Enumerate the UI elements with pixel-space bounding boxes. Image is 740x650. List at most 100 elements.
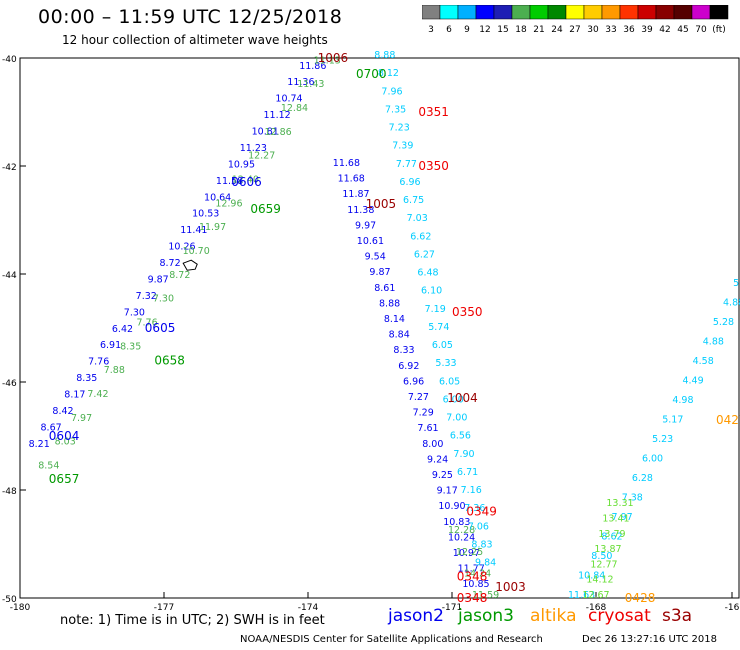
lat-tick-label: -42 xyxy=(2,163,17,173)
wave-height-value: 7.03 xyxy=(407,213,428,224)
wave-height-value: 10.85 xyxy=(462,579,489,590)
wave-height-value: 9.17 xyxy=(437,486,458,497)
wave-height-value: 11.87 xyxy=(342,189,369,200)
wave-height-value: 7.97 xyxy=(71,413,92,424)
wave-height-value: 7.39 xyxy=(392,141,413,152)
wave-height-value: 9.54 xyxy=(365,252,386,263)
wave-height-value: 9.87 xyxy=(369,267,390,278)
wave-height-value: 7.35 xyxy=(385,104,406,115)
wave-height-value: 13.31 xyxy=(606,498,633,509)
wave-height-value: 9.97 xyxy=(355,220,376,231)
wave-height-value: 10.64 xyxy=(204,192,231,203)
wave-height-value: 11.68 xyxy=(333,158,360,169)
lon-tick-label: -177 xyxy=(154,603,174,613)
wave-height-value: 6.96 xyxy=(399,177,420,188)
wave-height-value: 8.72 xyxy=(169,270,190,281)
wave-height-value: 5.28 xyxy=(713,317,734,328)
wave-height-value: 11.77 xyxy=(458,564,485,575)
wave-height-value: 8.84 xyxy=(389,330,410,341)
satellite-jason2: jason2 xyxy=(388,606,444,626)
wave-height-value: 10.95 xyxy=(228,159,255,170)
wave-height-value: 8.83 xyxy=(471,539,492,550)
wave-height-value: 7.23 xyxy=(389,123,410,134)
wave-height-value: 10.70 xyxy=(183,246,210,257)
wave-height-value: 5.11 xyxy=(733,278,740,289)
wave-height-value: 14.24 xyxy=(464,568,491,579)
wave-height-value: 6.96 xyxy=(403,376,424,387)
wave-height-value: 11.68 xyxy=(338,174,365,185)
legend-label: 15 xyxy=(497,25,508,35)
lon-tick-label: -16 xyxy=(725,603,740,613)
lat-tick-label: -40 xyxy=(2,55,17,65)
legend-label: 42 xyxy=(659,25,670,35)
wave-height-value: 7.61 xyxy=(417,423,438,434)
lat-tick-label: -44 xyxy=(2,271,17,281)
wave-height-value: 10.81 xyxy=(252,127,279,138)
island-outline xyxy=(182,259,198,271)
wave-height-value: 8.88 xyxy=(374,50,395,61)
footnote: note: 1) Time is in UTC; 2) SWH is in fe… xyxy=(60,613,325,628)
wave-height-value: 10.83 xyxy=(443,517,470,528)
wave-height-value: 6.27 xyxy=(414,249,435,260)
wave-height-value: 8.33 xyxy=(393,345,414,356)
wave-height-value: 10.24 xyxy=(448,532,475,543)
wave-height-value: 7.90 xyxy=(453,449,474,460)
wave-height-value: 7.76 xyxy=(88,357,109,368)
wave-height-value: 7.19 xyxy=(425,304,446,315)
wave-height-value: 7.88 xyxy=(104,365,125,376)
wave-height-value: 7.06 xyxy=(468,521,489,532)
wave-height-value: 8.42 xyxy=(52,406,73,417)
wave-height-value: 11.12 xyxy=(264,110,291,121)
wave-height-value: 11.63 xyxy=(568,590,595,601)
wave-height-value: 8.61 xyxy=(374,283,395,294)
lat-tick-label: -50 xyxy=(2,595,17,605)
plot-frame xyxy=(19,57,740,599)
wave-height-value: 11.23 xyxy=(240,143,267,154)
color-legend: 3 6 9 12 15 18 21 24 27 30 33 36 39 42 45 70 (ft) xyxy=(422,5,729,35)
pass-time-label: 0428 xyxy=(625,591,656,605)
pass-time-label: 0657 xyxy=(49,472,80,486)
wave-height-value: 10.53 xyxy=(192,209,219,220)
legend-label: 33 xyxy=(605,25,616,35)
wave-height-value: 7.77 xyxy=(396,159,417,170)
map-subtitle: 12 hour collection of altimeter wave hei… xyxy=(62,33,328,47)
wave-height-value: 8.88 xyxy=(379,298,400,309)
wave-height-value: 8.35 xyxy=(76,373,97,384)
wave-height-value: 7.30 xyxy=(124,307,145,318)
pass-time-label: 1005 xyxy=(366,197,397,211)
wave-height-value: 12.96 xyxy=(215,198,242,209)
legend-swatch xyxy=(709,5,729,20)
wave-height-value: 11.43 xyxy=(297,79,324,90)
wave-height-value: 5.23 xyxy=(652,434,673,445)
wave-height-value: 7.76 xyxy=(136,317,157,328)
wave-height-value: 4.88 xyxy=(703,337,724,348)
wave-height-value: 11.59 xyxy=(472,590,499,601)
wave-height-value: 11.41 xyxy=(180,225,207,236)
wave-height-value: 11.13 xyxy=(314,55,341,66)
wave-height-value: 4.88 xyxy=(723,298,740,309)
timestamp: Dec 26 13:27:16 UTC 2018 xyxy=(582,634,717,645)
wave-height-value: 13.87 xyxy=(594,544,621,555)
pass-time-label: 0658 xyxy=(154,353,185,367)
wave-height-value: 7.27 xyxy=(408,392,429,403)
wave-height-value: 6.00 xyxy=(642,454,663,465)
wave-height-value: 11.36 xyxy=(287,77,314,88)
wave-height-value: 11.58 xyxy=(216,176,243,187)
wave-height-value: 12.77 xyxy=(590,559,617,570)
wave-height-value: 8.35 xyxy=(120,341,141,352)
wave-height-value: 8.54 xyxy=(38,460,59,471)
wave-height-value: 6.75 xyxy=(403,195,424,206)
wave-height-value: 4.58 xyxy=(693,356,714,367)
wave-height-value: 7.29 xyxy=(413,408,434,419)
wave-height-value: 4.49 xyxy=(682,376,703,387)
legend-label: 6 xyxy=(446,25,452,35)
wave-height-value: 12.86 xyxy=(264,127,291,138)
wave-height-value: 8.17 xyxy=(64,389,85,400)
wave-height-value: 8.12 xyxy=(378,68,399,79)
wave-height-value: 12.40 xyxy=(232,175,259,186)
wave-height-value: 6.05 xyxy=(439,376,460,387)
wave-height-value: 9.84 xyxy=(475,558,496,569)
wave-height-value: 8.62 xyxy=(601,532,622,543)
wave-height-value: 13.79 xyxy=(598,529,625,540)
legend-label: 24 xyxy=(551,25,563,35)
